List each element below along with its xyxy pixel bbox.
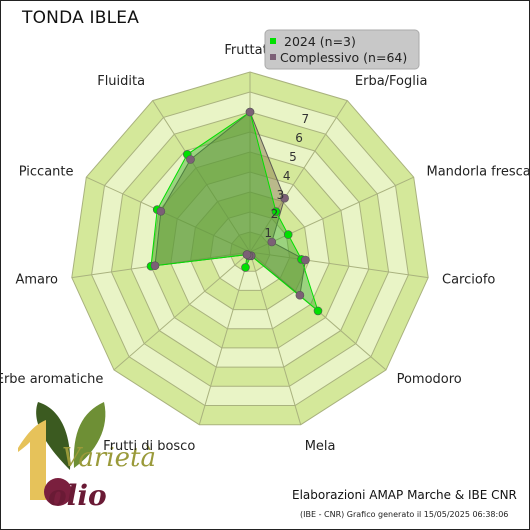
- point-complessivo-3: [301, 255, 310, 265]
- spoke-7: [113, 251, 251, 371]
- point-2024-2: [283, 230, 293, 239]
- tick-label-7: 7: [301, 112, 309, 126]
- spoke-2: [249, 176, 414, 253]
- tick-label-2: 2: [271, 207, 279, 221]
- spoke-5: [249, 251, 302, 425]
- tick-label-3: 3: [277, 188, 285, 202]
- axis-label-6: Frutti di bosco: [103, 439, 195, 454]
- point-complessivo-8: [150, 261, 160, 271]
- point-complessivo-0: [245, 107, 255, 117]
- chart-title: TONDA IBLEA: [22, 8, 140, 28]
- axis-label-8: Amaro: [15, 273, 58, 288]
- footer-timestamp: (IBE - CNR) Grafico generato il 15/05/20…: [300, 510, 509, 519]
- point-complessivo-4: [295, 290, 305, 300]
- tick-label-4: 4: [283, 169, 291, 183]
- legend-box: [264, 29, 420, 70]
- legend-marker-complessivo: [270, 54, 276, 60]
- credit-text: Elaborazioni AMAP Marche & IBE CNR: [292, 488, 517, 502]
- tick-label-5: 5: [289, 150, 297, 164]
- logo-text-varieta: Varietà: [62, 443, 156, 473]
- logo-leaf-dark: [36, 402, 71, 470]
- axis-label-3: Carciofo: [442, 273, 495, 288]
- point-2024-4: [313, 306, 323, 316]
- spoke-6: [198, 251, 251, 425]
- legend-label-2024: 2024 (n=3): [284, 34, 356, 49]
- axis-label-0: Fruttato: [224, 43, 275, 58]
- axis-label-5: Mela: [305, 439, 336, 454]
- axis-label-4: Pomodoro: [397, 372, 462, 387]
- point-complessivo-9: [156, 207, 166, 216]
- logo-olive: [44, 478, 72, 506]
- tick-label-6: 6: [295, 131, 303, 145]
- point-complessivo-2: [267, 237, 277, 247]
- axis-label-7: Erbe aromatiche: [0, 372, 103, 387]
- point-2024-1: [271, 207, 281, 216]
- point-2024-6: [241, 263, 250, 272]
- axis-label-1: Erba/Foglia: [355, 74, 428, 89]
- tick-label-1: 1: [264, 226, 272, 240]
- point-complessivo-10: [186, 155, 195, 164]
- axis-label-2: Mandorla fresca: [427, 164, 530, 179]
- axis-label-9: Piccante: [19, 164, 74, 179]
- logo-leaf-mid: [73, 402, 106, 468]
- point-complessivo-1: [280, 193, 289, 203]
- legend-label-complessivo: Complessivo (n=64): [280, 50, 407, 65]
- variet-olio-logo: Varietà olio: [18, 402, 156, 512]
- point-complessivo-7: [242, 250, 252, 259]
- legend-marker-2024: [270, 38, 276, 44]
- logo-text-olio: olio: [48, 479, 107, 512]
- logo-numeral-one: [18, 420, 46, 500]
- axis-label-10: Fluidita: [97, 74, 145, 89]
